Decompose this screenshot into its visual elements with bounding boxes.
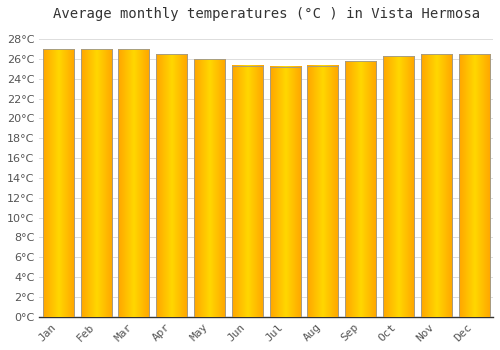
- Bar: [458, 54, 490, 317]
- Bar: [156, 54, 187, 317]
- Bar: [270, 67, 300, 317]
- Bar: [345, 61, 376, 317]
- Bar: [118, 49, 150, 317]
- Bar: [42, 49, 74, 317]
- Bar: [194, 59, 225, 317]
- Bar: [421, 54, 452, 317]
- Bar: [308, 66, 338, 317]
- Title: Average monthly temperatures (°C ) in Vista Hermosa: Average monthly temperatures (°C ) in Vi…: [52, 7, 480, 21]
- Bar: [232, 66, 263, 317]
- Bar: [80, 49, 112, 317]
- Bar: [383, 56, 414, 317]
